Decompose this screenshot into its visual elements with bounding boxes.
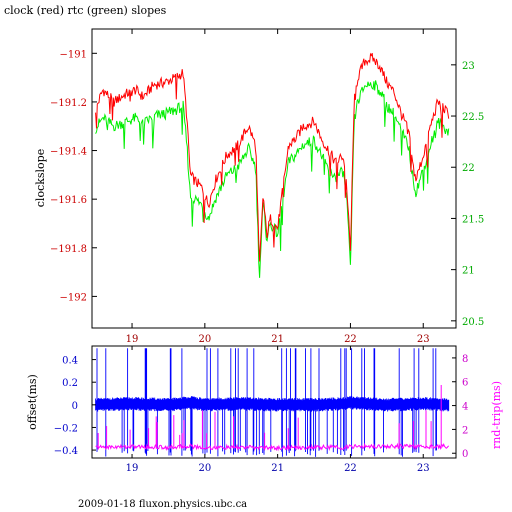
rndtrip-y-axis-label: rnd-trip(ms) [490, 381, 503, 449]
slope-x-tick-label: 23 [417, 334, 430, 345]
slope-x-tick-label: 22 [344, 334, 357, 345]
slope-axes: 19 20 21 22 23 −191 −191.2 −191.4 −191.6 −191.8 −1… [50, 29, 484, 345]
slope-y2-tick-label: 22 [462, 163, 475, 174]
rndtrip-y-tick-label: 0 [462, 449, 468, 460]
chart-title: clock (red) rtc (green) slopes [4, 4, 167, 17]
offset-x-tick-label: 20 [198, 463, 211, 474]
slope-y-tick-label: −191.4 [50, 147, 87, 158]
slope-y-axis-label: clockslope [34, 149, 47, 207]
slope-plot-frame [91, 28, 457, 329]
slope-y-tick-label: −191.8 [50, 244, 87, 255]
slope-y-tick-label: −191.2 [50, 98, 87, 109]
series-line-rtc [95, 80, 450, 278]
slope-panel: 19 20 21 22 23 −191 −191.2 −191.4 −191.6 −191.8 −1… [34, 28, 484, 345]
offset-y-tick-label: −0.2 [54, 423, 78, 434]
footer-label: 2009-01-18 fluxon.physics.ubc.ca [78, 499, 247, 510]
rndtrip-y-tick-label: 8 [462, 354, 468, 365]
offset-y-tick-label: −0.4 [54, 446, 78, 457]
offset-panel: 19 20 21 22 23 0.4 0.2 0 −0.2 −0.4 0 2 4 6 8 offset(ms… [26, 345, 503, 474]
offset-x-tick-label: 23 [417, 463, 430, 474]
series-line-clock [95, 52, 450, 262]
slope-y-tick-label: −192 [60, 292, 87, 303]
slope-x-tick-label: 21 [271, 334, 284, 345]
slope-y-tick-label: −191.6 [50, 195, 87, 206]
rndtrip-y-tick-label: 2 [462, 425, 468, 436]
offset-y-tick-label: 0 [72, 401, 78, 412]
offset-x-tick-label: 19 [126, 463, 139, 474]
slope-y2-tick-label: 20.5 [462, 317, 484, 328]
slope-x-tick-label: 20 [198, 334, 211, 345]
offset-plot-frame [91, 345, 457, 459]
slope-y2-tick-label: 23 [462, 61, 475, 72]
offset-x-tick-label: 21 [271, 463, 284, 474]
series-line-rnd-trip [95, 385, 450, 452]
slope-y2-tick-label: 22.5 [462, 112, 484, 123]
slope-y-tick-label: −191 [60, 49, 87, 60]
slope-y2-tick-label: 21 [462, 266, 475, 277]
offset-y-tick-label: 0.4 [62, 356, 78, 367]
rndtrip-y-tick-label: 4 [462, 402, 468, 413]
rndtrip-y-tick-label: 6 [462, 378, 468, 389]
slope-x-tick-label: 19 [126, 334, 139, 345]
slope-y2-tick-label: 21.5 [462, 214, 484, 225]
offset-plot-area [95, 348, 450, 457]
offset-y-tick-label: 0.2 [62, 378, 78, 389]
offset-y-axis-label: offset(ms) [26, 374, 39, 430]
offset-axes: 19 20 21 22 23 0.4 0.2 0 −0.2 −0.4 0 2 4 6 8 [54, 346, 468, 474]
offset-x-tick-label: 22 [344, 463, 357, 474]
slope-plot-area [95, 52, 450, 278]
